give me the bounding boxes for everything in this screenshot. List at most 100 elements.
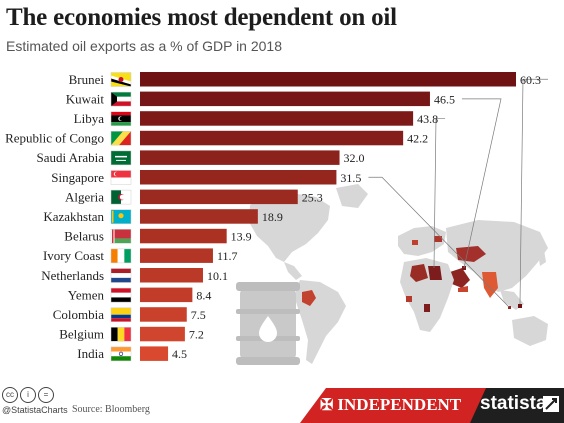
map-asia — [446, 220, 548, 292]
value-label: 10.1 — [207, 269, 228, 283]
libya-flag-icon — [110, 111, 132, 126]
map-algeria-highlight — [410, 264, 428, 282]
bar — [140, 248, 213, 263]
statista-logo[interactable]: statista — [480, 393, 547, 414]
value-label: 7.2 — [189, 328, 204, 342]
bar-chart: Brunei 60.3 Kuwait 46.5 Libya 43.8 Republic of… — [5, 72, 548, 365]
value-label: 25.3 — [302, 190, 323, 204]
value-label: 42.2 — [407, 132, 428, 146]
category-label: Netherlands — [41, 268, 104, 283]
map-kazakhstan-highlight — [456, 246, 486, 262]
footer-brand-band — [300, 388, 564, 423]
saudi-arabia-flag-icon — [110, 150, 132, 166]
category-label: Algeria — [65, 189, 104, 204]
category-label: Brunei — [69, 72, 105, 87]
footer: cc i = @StatistaCharts Source: Bloomberg… — [0, 384, 564, 423]
bar — [140, 268, 203, 283]
category-label: Yemen — [68, 287, 105, 302]
value-label: 31.5 — [340, 171, 361, 185]
bar — [140, 346, 169, 361]
creative-commons-icon[interactable]: cc — [2, 387, 18, 403]
bar — [140, 228, 227, 244]
value-label: 13.9 — [231, 230, 252, 244]
eagle-icon: ✠ — [320, 397, 334, 414]
bar — [140, 307, 187, 322]
colombia-flag-icon — [110, 307, 132, 322]
belarus-flag-icon — [110, 229, 132, 244]
source-note: Source: Bloomberg — [72, 404, 150, 415]
value-label: 8.4 — [196, 288, 211, 302]
bar — [140, 209, 258, 224]
statista-mark-icon — [543, 396, 559, 412]
algeria-flag-icon — [110, 189, 132, 205]
bar — [140, 326, 185, 342]
leader-line — [461, 98, 502, 269]
bar — [140, 91, 430, 107]
map-central-america — [284, 262, 302, 280]
bar — [140, 111, 414, 126]
leader-line — [519, 78, 548, 305]
map-australia — [512, 316, 548, 346]
value-label: 60.3 — [520, 73, 541, 87]
value-label: 32.0 — [344, 151, 365, 165]
no-derivatives-icon[interactable]: = — [38, 387, 54, 403]
map-yemen-highlight — [458, 286, 468, 292]
netherlands-flag-icon — [110, 268, 132, 283]
yemen-flag-icon — [110, 287, 132, 303]
map-greenland — [336, 184, 368, 208]
india-flag-icon — [110, 346, 132, 362]
map-japan — [538, 250, 546, 266]
bar — [140, 150, 340, 165]
value-label: 43.8 — [417, 112, 438, 126]
value-label: 46.5 — [434, 92, 455, 106]
oil-barrel-icon — [236, 282, 300, 365]
map-africa — [400, 258, 454, 332]
category-label: Libya — [74, 111, 105, 126]
category-label: Kazakhstan — [43, 209, 104, 224]
map-brunei-highlight — [518, 304, 522, 308]
map-north-america — [249, 193, 330, 262]
kazakhstan-flag-icon — [110, 209, 132, 224]
twitter-handle[interactable]: @StatistaCharts — [2, 405, 68, 415]
oil-drop-icon — [259, 316, 277, 342]
world-map — [249, 184, 548, 364]
ivory-coast-flag-icon — [110, 248, 132, 264]
bars-group: Brunei 60.3 Kuwait 46.5 Libya 43.8 Republic of… — [5, 72, 541, 362]
singapore-flag-icon — [110, 170, 132, 185]
category-label: Belarus — [64, 229, 104, 244]
belgium-flag-icon — [110, 327, 132, 342]
map-congo-highlight — [424, 304, 430, 312]
value-label: 7.5 — [191, 308, 206, 322]
bar — [140, 170, 337, 185]
bar — [140, 72, 516, 87]
map-belarus-highlight — [434, 236, 442, 242]
category-label: Ivory Coast — [43, 248, 104, 263]
map-saudi-highlight — [450, 268, 470, 288]
category-label: India — [77, 346, 104, 361]
category-label: Kuwait — [66, 91, 105, 106]
leader-line — [368, 176, 510, 308]
chart-title: The economies most dependent on oil — [6, 4, 397, 31]
independent-wordmark: INDEPENDENT — [337, 395, 462, 414]
chart-subtitle: Estimated oil exports as a % of GDP in 2… — [6, 38, 282, 54]
congo-flag-icon — [110, 131, 132, 146]
value-label: 11.7 — [217, 249, 238, 263]
attribution-icon[interactable]: i — [20, 387, 36, 403]
bar — [140, 189, 298, 205]
category-label: Singapore — [51, 170, 104, 185]
map-ivory-coast-highlight — [406, 296, 412, 302]
independent-logo[interactable]: ✠ INDEPENDENT — [320, 395, 461, 415]
category-label: Colombia — [53, 307, 105, 322]
value-label: 18.9 — [262, 210, 283, 224]
category-label: Saudi Arabia — [36, 150, 104, 165]
bar — [140, 287, 193, 303]
category-label: Belgium — [59, 327, 104, 342]
map-libya-highlight — [428, 266, 442, 280]
leader-line — [433, 118, 446, 269]
brunei-flag-icon — [110, 72, 132, 87]
category-label: Republic of Congo — [5, 131, 104, 146]
value-label: 4.5 — [172, 347, 187, 361]
bar — [140, 130, 404, 146]
leader-lines — [368, 78, 548, 308]
map-colombia-highlight — [302, 290, 316, 306]
